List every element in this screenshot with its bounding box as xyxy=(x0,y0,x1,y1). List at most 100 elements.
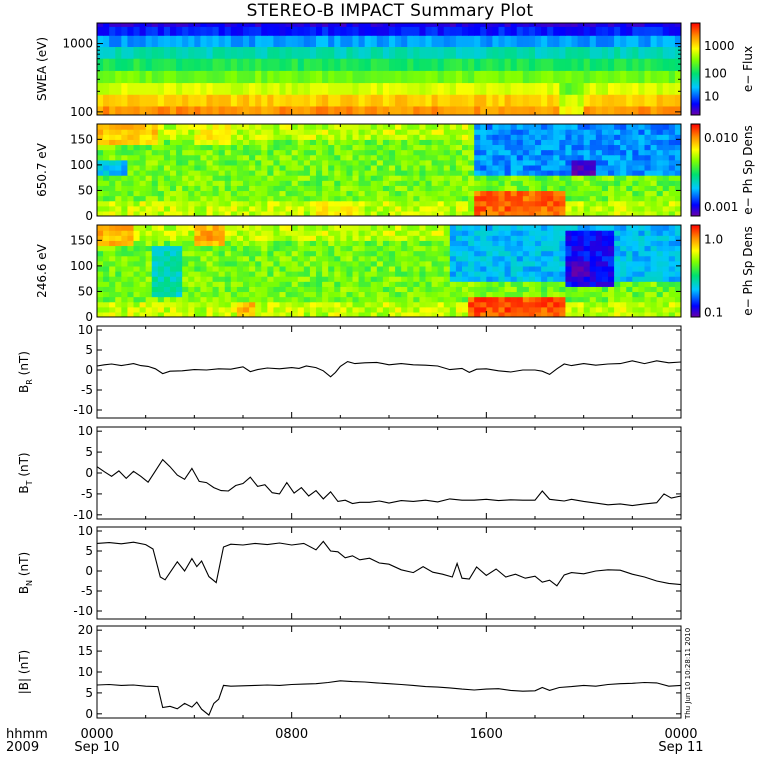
heatmap-cell xyxy=(127,58,135,71)
heatmap-cell xyxy=(352,70,360,84)
heatmap-cell xyxy=(480,26,487,36)
heatmap-cell xyxy=(614,301,621,308)
heatmap-cell xyxy=(261,240,268,247)
heatmap-cell xyxy=(389,94,396,107)
heatmap-cell xyxy=(133,250,141,257)
heatmap-cell xyxy=(176,230,183,236)
heatmap-cell xyxy=(224,271,232,277)
heatmap-cell xyxy=(364,255,372,262)
heatmap-cell xyxy=(291,240,299,247)
heatmap-cell xyxy=(492,245,500,252)
heatmap-cell xyxy=(309,124,317,130)
heatmap-cell xyxy=(674,306,681,313)
heatmap-cell xyxy=(498,180,506,186)
heatmap-cell xyxy=(163,94,171,107)
heatmap-cell xyxy=(449,46,457,59)
heatmap-cell xyxy=(565,144,573,151)
heatmap-cell xyxy=(103,296,110,303)
heatmap-cell xyxy=(328,296,335,303)
heatmap-cell xyxy=(601,46,609,59)
heatmap-cell xyxy=(528,245,536,252)
heatmap-cell xyxy=(632,124,640,130)
heatmap-cell xyxy=(145,250,153,257)
heatmap-cell xyxy=(230,139,238,146)
heatmap-cell xyxy=(486,144,494,151)
heatmap-cell xyxy=(632,210,640,216)
heatmap-cell xyxy=(498,46,506,59)
heatmap-cell xyxy=(218,245,226,252)
heatmap-cell xyxy=(163,210,171,216)
heatmap-cell xyxy=(644,210,652,216)
heatmap-cell xyxy=(133,26,141,36)
heatmap-cell xyxy=(364,26,372,36)
heatmap-cell xyxy=(431,58,439,71)
heatmap-cell xyxy=(608,129,615,135)
heatmap-cell xyxy=(303,301,311,308)
heatmap-cell xyxy=(632,281,640,287)
heatmap-cell xyxy=(389,255,396,262)
heatmap-cell xyxy=(139,154,147,161)
heatmap-cell xyxy=(547,144,554,151)
heatmap-cell xyxy=(291,46,299,59)
heatmap-cell xyxy=(595,35,603,48)
heatmap-cell xyxy=(218,144,226,151)
heatmap-cell xyxy=(328,245,335,252)
heatmap-cell xyxy=(516,82,524,95)
heatmap-cell xyxy=(145,105,153,115)
heatmap-cell xyxy=(121,230,129,236)
heatmap-cell xyxy=(528,185,536,192)
heatmap-cell xyxy=(103,139,110,146)
heatmap-cell xyxy=(455,129,463,135)
heatmap-cell xyxy=(316,149,323,156)
heatmap-cell xyxy=(157,134,165,140)
heatmap-cell xyxy=(212,154,220,161)
heatmap-cell xyxy=(255,230,262,236)
heatmap-cell xyxy=(151,46,159,59)
heatmap-cell xyxy=(230,144,238,151)
heatmap-cell xyxy=(273,170,281,176)
heatmap-cell xyxy=(492,23,500,27)
heatmap-cell xyxy=(589,185,597,192)
heatmap-cell xyxy=(413,260,421,267)
heatmap-cell xyxy=(328,281,335,287)
heatmap-cell xyxy=(376,260,384,267)
heatmap-cell xyxy=(601,35,609,48)
heatmap-cell xyxy=(133,144,141,151)
heatmap-cell xyxy=(255,271,262,277)
heatmap-cell xyxy=(316,164,323,171)
heatmap-cell xyxy=(133,35,141,48)
y-tick-label: 50 xyxy=(78,183,93,197)
heatmap-cell xyxy=(419,265,427,272)
heatmap-cell xyxy=(565,260,573,267)
heatmap-cell xyxy=(334,265,341,272)
heatmap-cell xyxy=(601,23,609,27)
heatmap-cell xyxy=(395,210,402,216)
heatmap-cell xyxy=(346,129,354,135)
heatmap-cell xyxy=(145,46,153,59)
heatmap-cell xyxy=(291,255,299,262)
heatmap-cell xyxy=(188,205,195,212)
heatmap-cell xyxy=(462,276,469,282)
heatmap-cell xyxy=(407,245,414,252)
heatmap-cell xyxy=(462,200,469,207)
heatmap-cell xyxy=(309,35,317,48)
heatmap-cell xyxy=(425,154,433,161)
heatmap-cell xyxy=(571,82,579,95)
heatmap-cell xyxy=(395,195,402,202)
heatmap-cell xyxy=(188,58,195,71)
heatmap-cell xyxy=(303,200,311,207)
heatmap-cell xyxy=(303,94,311,107)
heatmap-cell xyxy=(382,35,390,48)
heatmap-cell xyxy=(407,35,414,48)
y-tick-label: 0 xyxy=(85,707,93,721)
heatmap-cell xyxy=(188,255,195,262)
heatmap-cell xyxy=(200,164,208,171)
heatmap-cell xyxy=(504,23,512,27)
heatmap-cell xyxy=(431,154,439,161)
heatmap-cell xyxy=(279,180,287,186)
heatmap-cell xyxy=(608,170,615,176)
heatmap-cell xyxy=(541,175,548,181)
heatmap-cell xyxy=(395,159,402,166)
heatmap-cell xyxy=(170,265,177,272)
heatmap-cell xyxy=(139,200,147,207)
